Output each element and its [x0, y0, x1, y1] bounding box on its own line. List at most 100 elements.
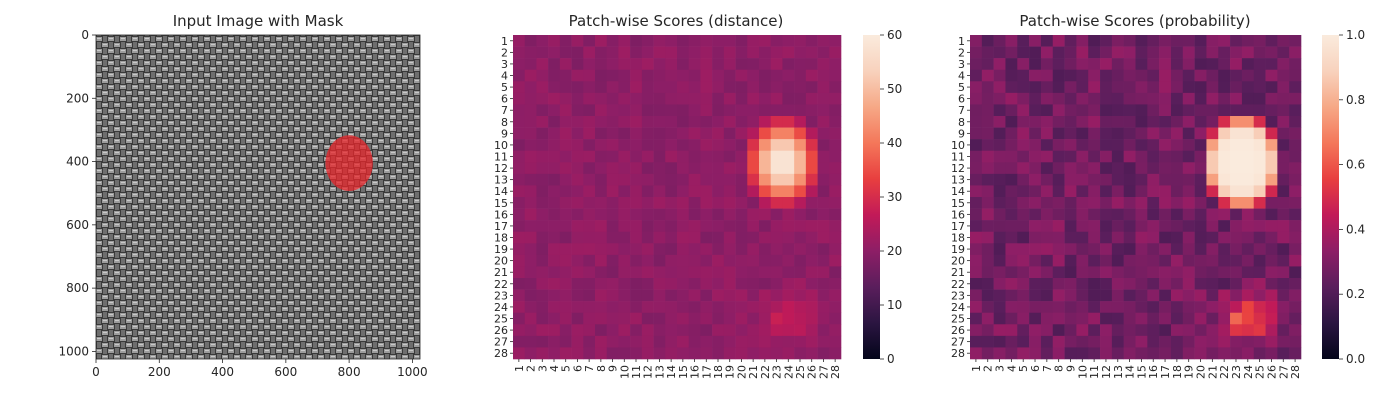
panel-title-distance: Patch-wise Scores (distance): [569, 12, 784, 30]
heatmap-cell: [759, 278, 772, 290]
y-tick-label: 20: [494, 255, 508, 268]
heatmap-cell: [1064, 150, 1077, 163]
heatmap-cell: [595, 116, 608, 128]
heatmap-cell: [1076, 254, 1089, 267]
heatmap-cell: [1206, 139, 1219, 152]
heatmap-cell: [1159, 35, 1172, 47]
heatmap-cell: [1123, 278, 1136, 290]
heatmap-cell: [1194, 173, 1207, 186]
heatmap-cell: [1170, 220, 1184, 233]
heatmap-cell: [1241, 278, 1255, 290]
heatmap-cell: [1147, 289, 1160, 302]
heatmap-cell: [1111, 127, 1124, 140]
heatmap-cell: [571, 69, 584, 82]
heatmap-cell: [1005, 254, 1018, 267]
heatmap-cell: [1052, 139, 1065, 152]
heatmap-cell: [583, 150, 596, 163]
y-tick-label: 13: [494, 174, 508, 187]
heatmap-cell: [1159, 104, 1172, 117]
heatmap-cell: [970, 220, 983, 233]
heatmap-cell: [641, 266, 654, 279]
heatmap-cell: [536, 58, 549, 71]
heatmap-cell: [747, 301, 760, 314]
heatmap-cell: [1017, 46, 1030, 59]
heatmap-cell: [1040, 58, 1054, 71]
heatmap-cell: [782, 324, 795, 337]
heatmap-cell: [981, 301, 994, 314]
heatmap-cell: [571, 104, 584, 117]
heatmap-cell: [817, 324, 830, 337]
heatmap-cell: [1029, 347, 1042, 360]
red-defect-mask: [325, 135, 373, 191]
heatmap-cell: [1182, 46, 1195, 59]
heatmap-cell: [770, 324, 783, 337]
heatmap-cell: [1076, 116, 1089, 128]
heatmap-cell: [1064, 301, 1077, 314]
heatmap-cell: [1265, 208, 1278, 221]
x-tick-label: 18: [712, 365, 725, 379]
heatmap-cell: [805, 312, 818, 325]
heatmap-cell: [993, 208, 1006, 221]
heatmap-cell: [1230, 208, 1243, 221]
heatmap-cell: [1194, 289, 1207, 302]
heatmap-cell: [993, 220, 1006, 233]
heatmap-cell: [559, 312, 572, 325]
heatmap-cell: [618, 301, 631, 314]
heatmap-cell: [770, 69, 783, 82]
heatmap-cell: [1040, 35, 1054, 47]
heatmap-cell: [770, 301, 783, 314]
heatmap-cell: [1159, 289, 1172, 302]
heatmap-cell: [548, 335, 561, 348]
heatmap-cell: [805, 208, 818, 221]
heatmap-cell: [759, 208, 772, 221]
heatmap-cell: [1064, 104, 1077, 117]
heatmap-cell: [618, 173, 631, 186]
heatmap-cell: [548, 46, 561, 59]
x-tick-label: 15: [1135, 365, 1148, 379]
heatmap-cell: [794, 254, 807, 267]
heatmap-cell: [1182, 312, 1195, 325]
y-tick-label: 15: [494, 197, 508, 210]
heatmap-cell: [1123, 347, 1136, 360]
heatmap-cell: [1052, 243, 1065, 256]
heatmap-cell: [1052, 127, 1065, 140]
heatmap-cell: [712, 92, 725, 105]
heatmap-cell: [747, 81, 760, 94]
heatmap-cell: [782, 173, 795, 186]
image-x-axis: 0 200 400 600 800 1000: [92, 359, 428, 379]
y-tick-label: 20: [951, 255, 965, 268]
distance-y-axis: 1234567891011121314151617181920212223242…: [494, 35, 513, 360]
heatmap-cell: [595, 81, 608, 94]
heatmap-cell: [1277, 335, 1290, 348]
heatmap-cell: [759, 127, 772, 140]
heatmap-cell: [583, 347, 596, 360]
heatmap-cell: [513, 35, 526, 47]
heatmap-cell: [1147, 58, 1160, 71]
heatmap-cell: [1182, 231, 1195, 244]
heatmap-cell: [1017, 301, 1030, 314]
heatmap-cell: [712, 220, 725, 233]
heatmap-cell: [1194, 35, 1207, 47]
x-tick-label: 400: [211, 365, 234, 379]
y-tick-label: 10: [951, 139, 965, 152]
heatmap-cell: [1289, 301, 1302, 314]
heatmap-cell: [1111, 301, 1124, 314]
heatmap-cell: [1017, 335, 1030, 348]
heatmap-cell: [794, 104, 807, 117]
y-tick-label: 5: [958, 81, 965, 94]
heatmap-cell: [653, 335, 666, 348]
heatmap-cell: [723, 104, 736, 117]
heatmap-cell: [1277, 185, 1290, 198]
heatmap-cell: [829, 254, 842, 267]
heatmap-cell: [712, 347, 725, 360]
heatmap-cell: [829, 92, 842, 105]
heatmap-cell: [712, 301, 725, 314]
heatmap-cell: [1005, 46, 1018, 59]
heatmap-cell: [1241, 81, 1255, 94]
heatmap-cell: [1147, 266, 1160, 279]
heatmap-cell: [1135, 301, 1148, 314]
heatmap-cell: [1182, 254, 1195, 267]
heatmap-cell: [618, 324, 631, 337]
heatmap-cell: [981, 173, 994, 186]
heatmap-cell: [794, 278, 807, 290]
